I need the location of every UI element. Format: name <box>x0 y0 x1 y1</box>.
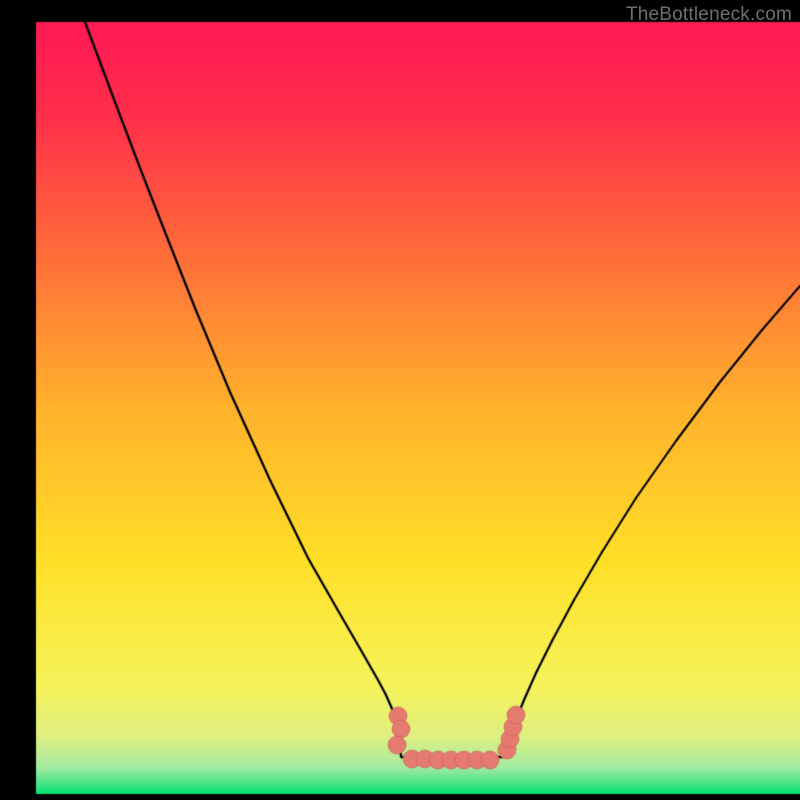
bottleneck-curve-chart <box>0 0 800 800</box>
watermark-text: TheBottleneck.com <box>626 4 792 26</box>
